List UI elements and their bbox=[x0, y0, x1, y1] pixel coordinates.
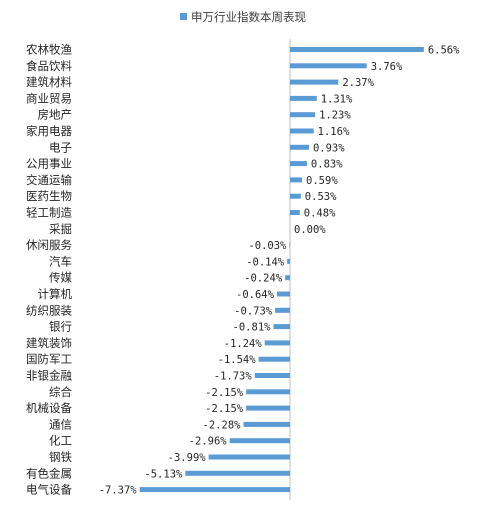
labels-layer: 农林牧渔 6.56% 食品饮料 3.76% 建筑材料 2.37% 商业贸易 1.31% 房地产 1… bbox=[26, 43, 460, 497]
category-label: 电气设备 bbox=[26, 483, 72, 497]
category-label: 公用事业 bbox=[26, 157, 72, 171]
data-label: 0.83% bbox=[311, 159, 343, 171]
bar bbox=[290, 177, 303, 183]
data-label: -0.14% bbox=[246, 256, 285, 268]
data-label: 0.00% bbox=[294, 224, 326, 236]
data-label: -1.73% bbox=[214, 371, 253, 383]
category-label: 银行 bbox=[49, 320, 72, 334]
data-label: -2.96% bbox=[189, 436, 228, 448]
bar bbox=[290, 95, 317, 101]
data-label: -5.13% bbox=[144, 468, 183, 480]
bar bbox=[254, 373, 290, 378]
data-label: 1.23% bbox=[319, 110, 351, 122]
category-label: 食品饮料 bbox=[26, 59, 72, 73]
data-label: -1.24% bbox=[224, 338, 263, 350]
bar bbox=[139, 487, 290, 493]
bar bbox=[285, 275, 290, 281]
bar bbox=[264, 340, 290, 346]
category-label: 建筑装饰 bbox=[26, 336, 72, 350]
category-label: 化工 bbox=[49, 434, 72, 448]
bar bbox=[290, 210, 300, 215]
bar bbox=[290, 128, 314, 134]
bar bbox=[246, 405, 290, 411]
bar bbox=[290, 47, 424, 52]
category-label: 有色金属 bbox=[26, 466, 72, 480]
bar bbox=[246, 389, 290, 395]
legend-swatch bbox=[180, 13, 187, 20]
category-label: 休闲服务 bbox=[26, 238, 72, 252]
bar bbox=[229, 438, 290, 444]
data-label: 6.56% bbox=[428, 45, 460, 57]
bar bbox=[208, 454, 290, 460]
data-label: -0.73% bbox=[234, 305, 273, 317]
category-label: 机械设备 bbox=[26, 401, 72, 415]
category-label: 轻工制造 bbox=[26, 206, 72, 220]
bar bbox=[258, 356, 290, 362]
category-label: 传媒 bbox=[49, 271, 72, 285]
bar bbox=[276, 291, 290, 297]
category-label: 采掘 bbox=[49, 222, 72, 236]
category-label: 电子 bbox=[49, 140, 72, 154]
bar bbox=[290, 112, 316, 118]
bar bbox=[289, 242, 290, 248]
data-label: 1.16% bbox=[318, 126, 350, 138]
bar bbox=[287, 258, 290, 264]
data-label: -7.37% bbox=[99, 485, 138, 497]
data-label: -0.81% bbox=[233, 322, 272, 334]
data-label: 0.53% bbox=[305, 191, 337, 203]
bar bbox=[290, 144, 309, 150]
legend: 申万行业指数本周表现 bbox=[180, 10, 306, 24]
category-label: 建筑材料 bbox=[26, 75, 72, 89]
data-label: 0.48% bbox=[304, 208, 336, 220]
category-label: 国防军工 bbox=[26, 352, 72, 366]
data-label: 0.93% bbox=[313, 142, 345, 154]
bar bbox=[275, 307, 290, 313]
category-label: 钢铁 bbox=[49, 450, 72, 464]
category-label: 商业贸易 bbox=[26, 91, 72, 105]
bar bbox=[290, 63, 367, 69]
data-label: 0.59% bbox=[306, 175, 338, 187]
category-label: 交通运输 bbox=[26, 173, 72, 187]
data-label: -2.15% bbox=[205, 387, 244, 399]
data-label: -0.64% bbox=[236, 289, 275, 301]
data-label: 2.37% bbox=[342, 77, 374, 89]
category-label: 非银金融 bbox=[26, 369, 72, 383]
bar bbox=[243, 421, 290, 427]
category-label: 医药生物 bbox=[26, 189, 72, 203]
category-label: 家用电器 bbox=[26, 124, 72, 138]
bar bbox=[290, 79, 339, 85]
data-label: -0.24% bbox=[244, 273, 283, 285]
category-label: 计算机 bbox=[38, 287, 73, 301]
category-label: 通信 bbox=[49, 417, 72, 431]
bar bbox=[273, 324, 290, 330]
data-label: 1.31% bbox=[321, 93, 353, 105]
bar bbox=[290, 161, 307, 167]
bar bbox=[185, 470, 290, 476]
category-label: 纺织服装 bbox=[26, 303, 72, 317]
data-label: -3.99% bbox=[168, 452, 207, 464]
category-label: 汽车 bbox=[49, 254, 72, 268]
data-label: -1.54% bbox=[218, 354, 257, 366]
category-label: 房地产 bbox=[38, 108, 73, 122]
bars-layer bbox=[139, 47, 424, 493]
data-label: 3.76% bbox=[371, 61, 403, 73]
category-label: 综合 bbox=[49, 385, 72, 399]
bar bbox=[290, 193, 301, 199]
data-label: -0.03% bbox=[248, 240, 287, 252]
legend-label: 申万行业指数本周表现 bbox=[191, 10, 306, 24]
category-label: 农林牧渔 bbox=[26, 43, 72, 57]
data-label: -2.28% bbox=[203, 419, 242, 431]
data-label: -2.15% bbox=[205, 403, 244, 415]
